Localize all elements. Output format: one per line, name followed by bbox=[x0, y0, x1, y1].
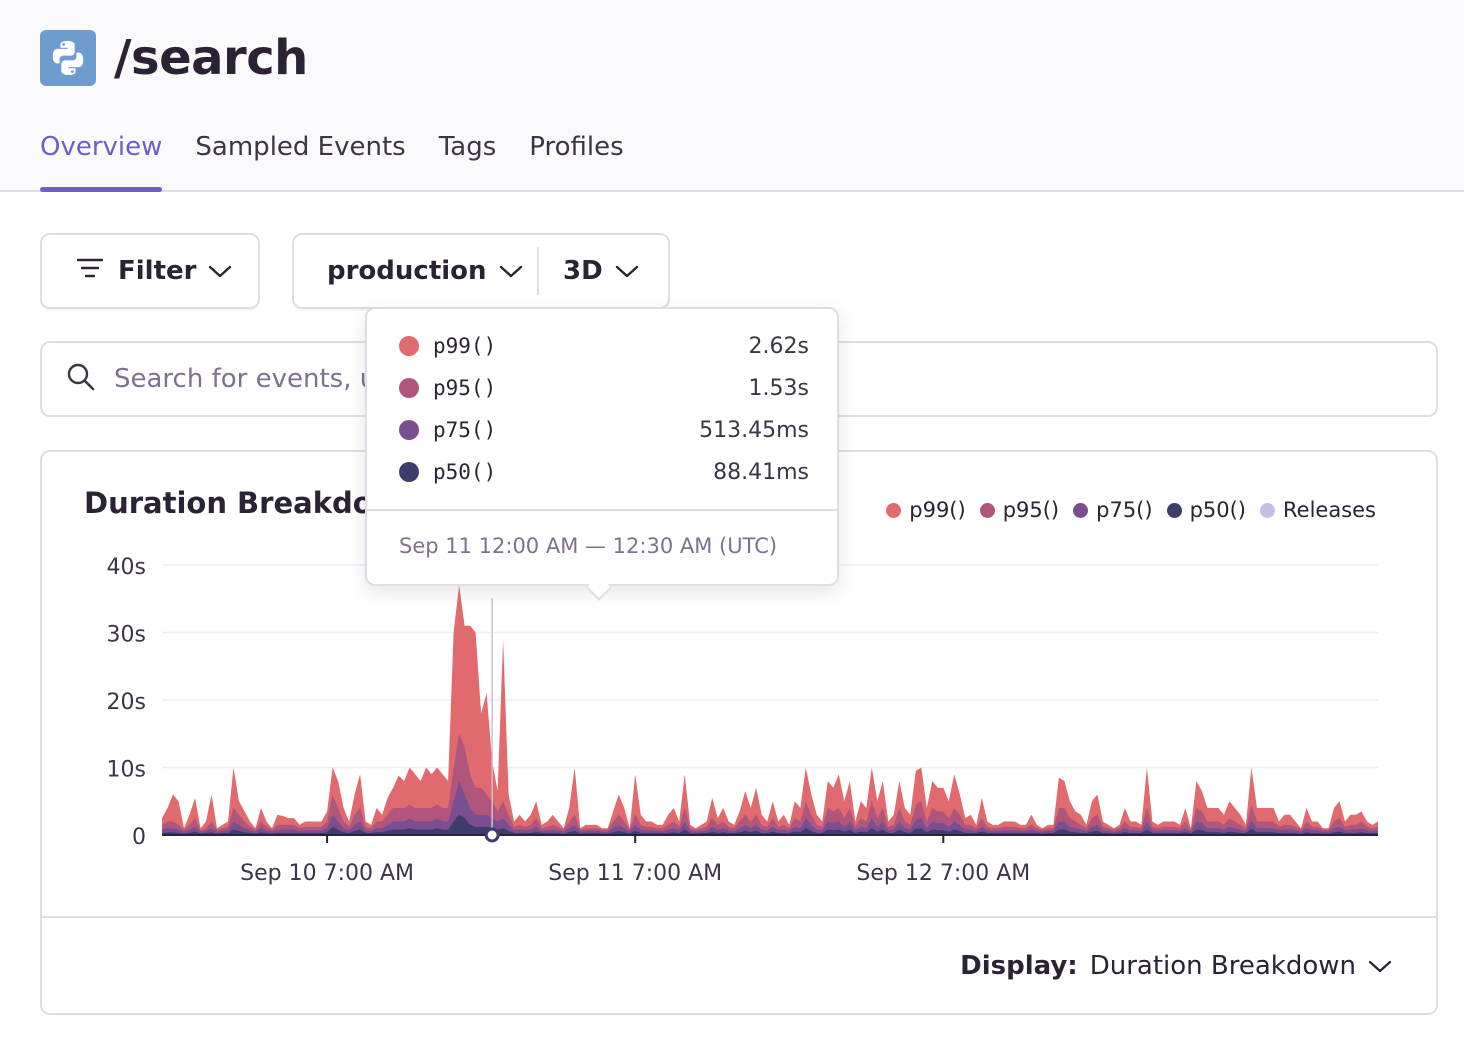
period-label: 3D bbox=[563, 256, 603, 286]
chart-tooltip: p99() 2.62s p95() 1.53s p75() 513.45ms p… bbox=[365, 307, 839, 601]
chevron-down-icon bbox=[208, 256, 232, 286]
legend-label: p50() bbox=[1189, 498, 1246, 522]
series-value: 2.62s bbox=[748, 333, 809, 359]
chevron-down-icon bbox=[615, 256, 639, 286]
search-placeholder: Search for events, u bbox=[114, 364, 377, 394]
display-value: Duration Breakdown bbox=[1089, 951, 1356, 981]
chevron-down-icon bbox=[499, 256, 523, 286]
series-name: p50() bbox=[433, 460, 497, 484]
legend-label: Releases bbox=[1283, 498, 1376, 522]
legend-label: p75() bbox=[1096, 498, 1153, 522]
series-dot bbox=[399, 420, 419, 440]
series-name: p75() bbox=[433, 418, 497, 442]
page-title: /search bbox=[114, 30, 308, 86]
series-value: 88.41ms bbox=[713, 459, 809, 485]
y-tick-label: 10s bbox=[107, 758, 146, 783]
tab-bar: Overview Sampled Events Tags Profiles bbox=[40, 132, 657, 192]
duration-breakdown-panel: Duration Breakdown p99() p95() p75() p50… bbox=[40, 450, 1438, 1015]
tab-tags[interactable]: Tags bbox=[438, 132, 497, 162]
duration-breakdown-chart[interactable]: 0 10s 20s 30s 40s Sep 10 7:00 AM Sep 11 7:00 A… bbox=[42, 452, 1438, 916]
series-value: 513.45ms bbox=[699, 417, 809, 443]
tooltip-row-p50: p50() 88.41ms bbox=[399, 451, 809, 493]
series-dot bbox=[399, 336, 419, 356]
tooltip-row-p99: p99() 2.62s bbox=[399, 325, 809, 367]
series-name: p95() bbox=[433, 376, 497, 400]
legend-item-p50[interactable]: p50() bbox=[1166, 498, 1246, 522]
legend-dot bbox=[979, 502, 995, 518]
tab-profiles[interactable]: Profiles bbox=[529, 132, 624, 162]
legend-item-releases[interactable]: Releases bbox=[1260, 498, 1376, 522]
legend-label: p95() bbox=[1002, 498, 1060, 522]
x-tick-label: Sep 11 7:00 AM bbox=[548, 861, 722, 886]
tooltip-row-p75: p75() 513.45ms bbox=[399, 409, 809, 451]
python-logo-icon bbox=[40, 30, 96, 86]
period-selector[interactable]: 3D bbox=[539, 256, 639, 286]
tooltip-divider bbox=[367, 509, 837, 511]
filter-label: Filter bbox=[118, 256, 197, 286]
page-filter-group: production 3D bbox=[292, 233, 670, 309]
environment-selector[interactable]: production bbox=[294, 247, 539, 295]
x-tick-label: Sep 10 7:00 AM bbox=[240, 861, 414, 886]
hover-marker bbox=[484, 827, 500, 843]
chevron-down-icon bbox=[1368, 951, 1392, 981]
series-area-p50 bbox=[162, 814, 1378, 835]
legend-dot bbox=[886, 502, 902, 518]
filter-button[interactable]: Filter bbox=[40, 233, 260, 309]
tab-overview[interactable]: Overview bbox=[40, 132, 163, 192]
y-tick-label: 20s bbox=[107, 690, 146, 715]
legend-label: p99() bbox=[909, 498, 966, 522]
x-tick-label: Sep 12 7:00 AM bbox=[856, 861, 1030, 886]
page-header: /search Overview Sampled Events Tags Pro… bbox=[0, 0, 1464, 192]
tooltip-row-p95: p95() 1.53s bbox=[399, 367, 809, 409]
chart-legend: p99() p95() p75() p50() Releases bbox=[872, 498, 1376, 522]
filter-lines-icon bbox=[76, 256, 104, 286]
series-dot bbox=[399, 462, 419, 482]
series-value: 1.53s bbox=[748, 375, 809, 401]
display-label: Display: bbox=[960, 951, 1078, 981]
y-tick-label: 40s bbox=[107, 555, 146, 580]
series-name: p99() bbox=[433, 334, 497, 358]
chart-title: Duration Breakdown bbox=[84, 486, 421, 520]
legend-dot bbox=[1260, 502, 1275, 518]
tooltip-time-range: Sep 11 12:00 AM — 12:30 AM (UTC) bbox=[399, 534, 778, 558]
title-row: /search bbox=[40, 30, 308, 86]
environment-label: production bbox=[327, 256, 487, 286]
y-tick-label: 0 bbox=[132, 825, 146, 850]
legend-dot bbox=[1166, 502, 1182, 518]
series-area-p99 bbox=[162, 585, 1378, 835]
legend-item-p75[interactable]: p75() bbox=[1073, 498, 1153, 522]
series-dot bbox=[399, 378, 419, 398]
search-icon bbox=[66, 362, 96, 396]
legend-dot bbox=[1073, 502, 1089, 518]
y-tick-label: 30s bbox=[107, 623, 146, 648]
tab-sampled-events[interactable]: Sampled Events bbox=[195, 132, 406, 162]
panel-footer: Display: Duration Breakdown bbox=[42, 916, 1436, 1013]
legend-item-p99[interactable]: p99() bbox=[886, 498, 966, 522]
display-selector[interactable]: Display: Duration Breakdown bbox=[960, 951, 1392, 981]
legend-item-p95[interactable]: p95() bbox=[979, 498, 1060, 522]
